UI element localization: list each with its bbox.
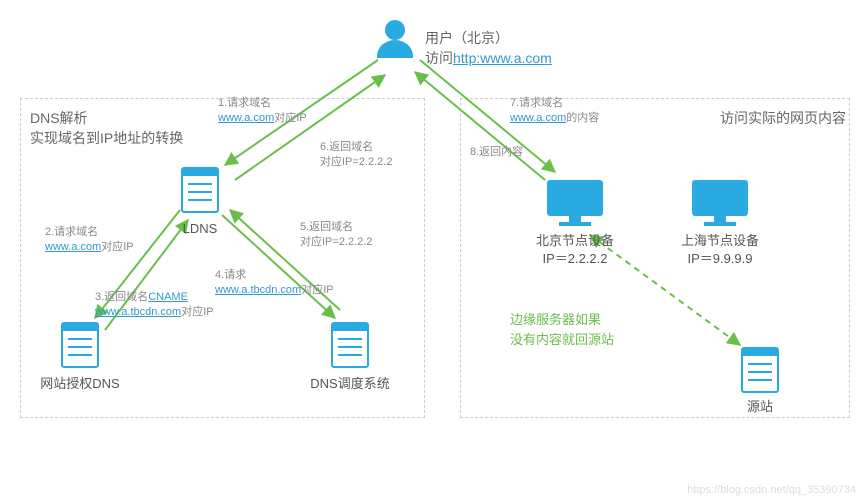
shanghai-label: 上海节点设备 IP＝9.9.9.9	[670, 232, 770, 268]
dns-sched-label: DNS调度系统	[300, 375, 400, 393]
edge-2-label: 2.请求域名 www.a.com对应IP	[45, 225, 134, 256]
edge-6-label: 6.返回域名 对应IP=2.2.2.2	[320, 140, 392, 171]
beijing-label: 北京节点设备 IP＝2.2.2.2	[525, 232, 625, 268]
right-title: 访问实际的网页内容	[720, 108, 846, 128]
user-label: 用户（北京） 访问http:www.a.com	[425, 28, 552, 68]
user-line1: 用户（北京）	[425, 28, 552, 48]
watermark: https://blog.csdn.net/qq_35390734	[687, 484, 856, 496]
fallback-label: 边缘服务器如果 没有内容就回源站	[510, 310, 614, 349]
ldns-label: LDNS	[180, 220, 220, 238]
edge-5-label: 5.返回域名 对应IP=2.2.2.2	[300, 220, 372, 251]
edge-1-label: 1.请求域名 www.a.com对应IP	[218, 96, 307, 127]
auth-dns-label: 网站授权DNS	[35, 375, 125, 393]
left-title-2: 实现域名到IP地址的转换	[30, 128, 183, 148]
edge-4-label: 4.请求 www.a.tbcdn.com对应IP	[215, 268, 334, 299]
user-line2: 访问http:www.a.com	[425, 48, 552, 68]
edge-7-label: 7.请求域名 www.a.com的内容	[510, 96, 599, 127]
edge-3-label: 3.返回域名CNAME www.a.tbcdn.com对应IP	[95, 290, 214, 321]
user-icon	[377, 20, 413, 58]
origin-label: 源站	[740, 398, 780, 416]
left-title-1: DNS解析	[30, 108, 88, 128]
edge-8-label: 8.返回内容	[470, 145, 523, 160]
